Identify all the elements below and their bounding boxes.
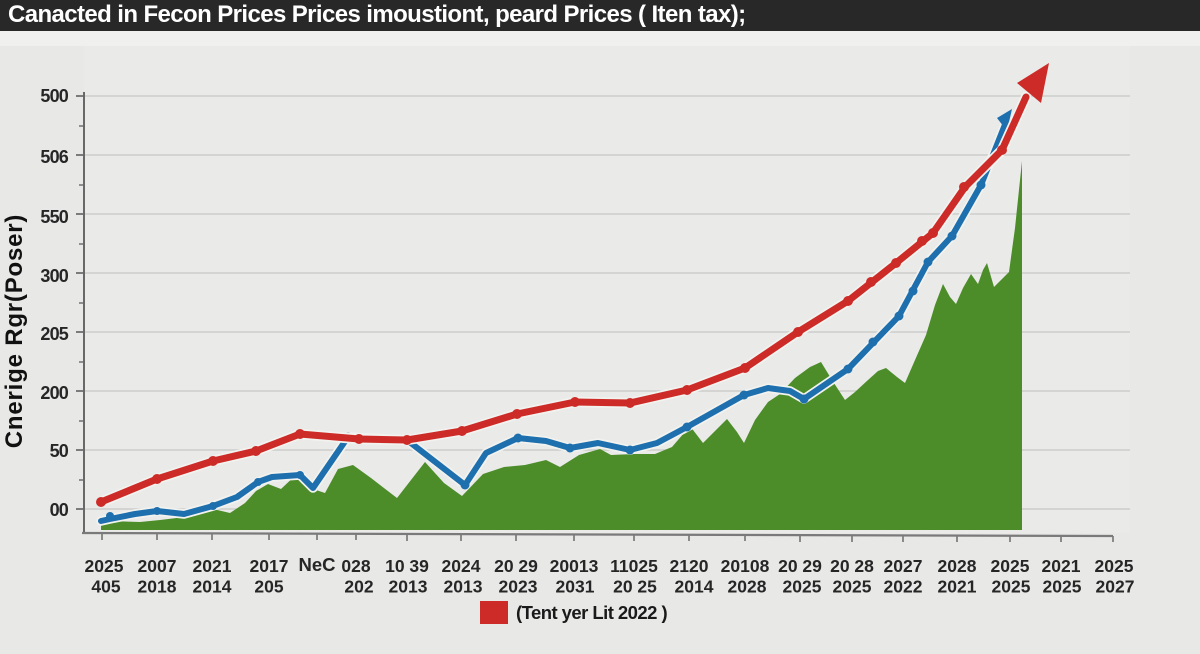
svg-text:205: 205 <box>40 324 68 344</box>
svg-text:2031: 2031 <box>556 577 595 597</box>
svg-text:2023: 2023 <box>499 577 538 597</box>
svg-text:2027: 2027 <box>1096 577 1135 597</box>
svg-text:405: 405 <box>91 577 120 597</box>
svg-text:2021: 2021 <box>1042 556 1081 576</box>
svg-text:50: 50 <box>50 441 69 461</box>
svg-text:20108: 20108 <box>721 556 770 576</box>
svg-text:2018: 2018 <box>138 577 177 597</box>
svg-text:2017: 2017 <box>250 556 289 576</box>
svg-text:506: 506 <box>40 147 68 167</box>
svg-text:500: 500 <box>40 86 68 106</box>
svg-text:2014: 2014 <box>675 577 714 597</box>
svg-text:2027: 2027 <box>884 556 923 576</box>
svg-text:028: 028 <box>341 556 370 576</box>
svg-text:2025: 2025 <box>85 556 124 576</box>
svg-text:20 25: 20 25 <box>613 577 657 597</box>
svg-text:Cnerige Rgr(Poser): Cnerige Rgr(Poser) <box>1 214 28 448</box>
svg-text:2028: 2028 <box>728 577 767 597</box>
svg-text:2025: 2025 <box>1095 556 1134 576</box>
svg-text:2025: 2025 <box>1043 577 1082 597</box>
svg-text:10 39: 10 39 <box>385 556 429 576</box>
svg-text:00: 00 <box>50 500 69 520</box>
svg-text:11025: 11025 <box>610 556 658 576</box>
svg-text:2120: 2120 <box>670 556 709 576</box>
svg-text:2025: 2025 <box>991 556 1030 576</box>
svg-text:200: 200 <box>40 383 68 403</box>
svg-text:2014: 2014 <box>193 577 232 597</box>
svg-text:20 29: 20 29 <box>778 556 822 576</box>
svg-text:2013: 2013 <box>444 577 483 597</box>
svg-text:2021: 2021 <box>938 577 977 597</box>
svg-text:20 28: 20 28 <box>830 556 874 576</box>
svg-text:(Tent yer Lit 2022 ): (Tent yer Lit 2022 ) <box>516 602 667 623</box>
svg-text:550: 550 <box>40 207 68 227</box>
svg-text:2025: 2025 <box>783 577 822 597</box>
svg-text:202: 202 <box>344 577 373 597</box>
svg-text:205: 205 <box>254 577 283 597</box>
svg-text:NeC: NeC <box>298 554 335 575</box>
svg-text:20013: 20013 <box>550 556 599 576</box>
svg-text:2022: 2022 <box>884 577 923 597</box>
svg-text:2025: 2025 <box>992 577 1031 597</box>
svg-text:2021: 2021 <box>193 556 232 576</box>
svg-text:2025: 2025 <box>833 577 872 597</box>
svg-text:2007: 2007 <box>138 556 177 576</box>
svg-text:2013: 2013 <box>389 577 428 597</box>
svg-text:20 29: 20 29 <box>494 556 538 576</box>
svg-text:2024: 2024 <box>442 556 481 576</box>
svg-text:2028: 2028 <box>938 556 977 576</box>
svg-text:300: 300 <box>40 266 68 286</box>
